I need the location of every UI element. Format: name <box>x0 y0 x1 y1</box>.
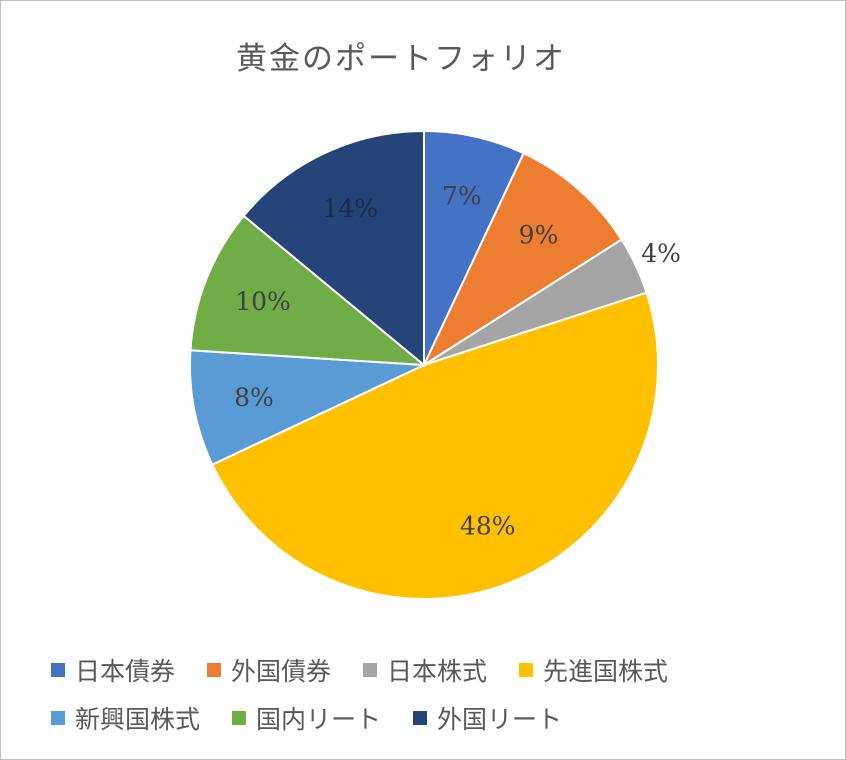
pie-slice-5 <box>189 349 425 466</box>
pie-slice-1 <box>423 129 525 366</box>
legend-item-1: 日本債券 <box>51 653 175 687</box>
data-label-6: 10% <box>235 287 291 316</box>
legend-label: 日本債券 <box>75 657 176 686</box>
legend-swatch <box>51 663 65 677</box>
legend-label: 新興国株式 <box>75 705 201 734</box>
legend-item-4: 先進国株式 <box>519 653 668 687</box>
legend-item-2: 外国債券 <box>207 653 331 687</box>
pie-slice-4 <box>210 291 659 601</box>
data-label-1: 7% <box>442 182 482 211</box>
data-label-7: 14% <box>322 194 378 223</box>
legend-swatch <box>413 711 428 725</box>
legend-label: 外国リート <box>437 705 563 734</box>
legend-swatch <box>363 663 378 677</box>
legend-label: 国内リート <box>256 705 382 734</box>
legend-swatch <box>51 711 65 725</box>
legend-swatch <box>207 663 222 677</box>
chart-legend: 日本債券 外国債券 日本株式 先進国株式新興国株式 国内リート 外国リート <box>51 653 841 735</box>
data-label-5: 8% <box>234 383 274 412</box>
data-label-2: 9% <box>519 221 559 250</box>
chart-title: 黄金のポートフォリオ <box>236 41 566 77</box>
pie-slice-6 <box>189 214 428 367</box>
legend-item-7: 外国リート <box>413 701 562 735</box>
legend-label: 日本株式 <box>387 657 488 686</box>
pie-slice-2 <box>421 151 623 368</box>
data-label-3: 4% <box>641 239 681 268</box>
legend-swatch <box>519 663 534 677</box>
legend-label: 外国債券 <box>231 657 332 686</box>
legend-label: 先進国株式 <box>543 657 669 686</box>
legend-item-3: 日本株式 <box>363 653 487 687</box>
pie-chart: 7% 9% 4% 48% 8% 10% 14% <box>189 129 681 601</box>
legend-item-5: 新興国株式 <box>51 701 200 735</box>
legend-swatch <box>232 711 247 725</box>
legend-item-6: 国内リート <box>232 701 381 735</box>
pie-slice-7 <box>242 129 425 368</box>
data-label-4: 48% <box>460 512 516 541</box>
